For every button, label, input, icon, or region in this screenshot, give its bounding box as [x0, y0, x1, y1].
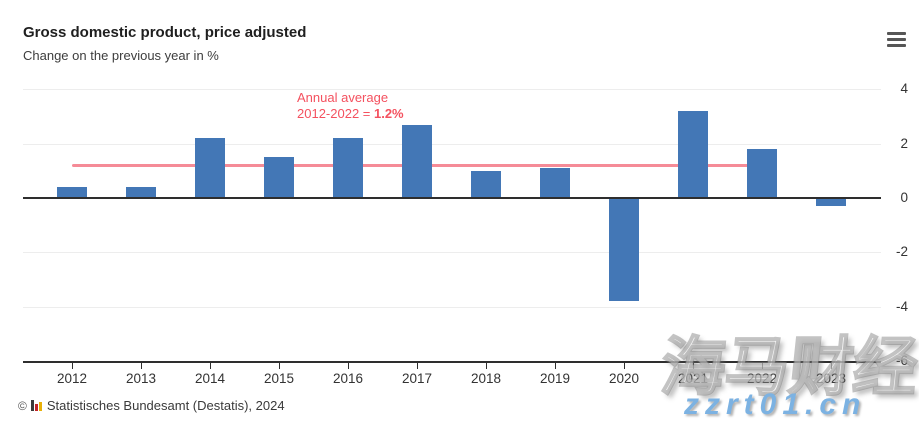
- x-axis-label: 2016: [332, 371, 364, 386]
- gridline: [23, 144, 881, 145]
- zero-line: [23, 197, 881, 199]
- y-axis-label: -4: [895, 299, 908, 314]
- bar-2017[interactable]: [402, 125, 432, 198]
- x-axis-label: 2012: [56, 371, 88, 386]
- y-axis-label: 4: [900, 81, 908, 96]
- gridline: [23, 307, 881, 308]
- hamburger-menu-icon[interactable]: [887, 32, 906, 47]
- x-axis-label: 2020: [608, 371, 640, 386]
- source-text: Statistisches Bundesamt (Destatis), 2024: [46, 398, 285, 413]
- x-axis-tick: [486, 363, 487, 369]
- y-axis-label: -2: [895, 244, 908, 259]
- average-annotation-line1: Annual average: [297, 90, 389, 105]
- x-axis-line: [23, 361, 881, 363]
- bar-2013[interactable]: [126, 187, 156, 198]
- y-axis-label: 0: [900, 190, 908, 205]
- source-footer: © Statistisches Bundesamt (Destatis), 20…: [18, 398, 285, 413]
- bar-2019[interactable]: [540, 168, 570, 198]
- x-axis-tick: [348, 363, 349, 369]
- gridline: [23, 252, 881, 253]
- logo-bar-black: [30, 400, 34, 411]
- chart-title: Gross domestic product, price adjusted: [23, 24, 307, 41]
- x-axis-label: 2018: [470, 371, 502, 386]
- x-axis-label: 2015: [263, 371, 295, 386]
- menu-bar: [887, 38, 906, 41]
- x-axis-tick: [72, 363, 73, 369]
- y-axis-label: 2: [900, 136, 908, 151]
- x-axis-label: 2017: [401, 371, 433, 386]
- destatis-bars-logo-icon: [30, 400, 42, 411]
- average-annotation: Annual average 2012-2022 = 1.2%: [297, 90, 404, 122]
- copyright-symbol: ©: [18, 398, 27, 413]
- average-annotation-line2: 2012-2022 = 1.2%: [297, 106, 404, 121]
- x-axis-tick: [831, 363, 832, 369]
- bar-2022[interactable]: [747, 149, 777, 198]
- gridline: [23, 89, 881, 90]
- menu-bar: [887, 32, 906, 35]
- x-axis-label: 2022: [746, 371, 778, 386]
- x-axis-tick: [555, 363, 556, 369]
- bar-2015[interactable]: [264, 157, 294, 198]
- x-axis-label: 2013: [125, 371, 157, 386]
- bar-2023[interactable]: [816, 198, 846, 206]
- x-axis-tick: [210, 363, 211, 369]
- y-axis-label: -6: [895, 353, 908, 368]
- x-axis-tick: [693, 363, 694, 369]
- bar-2016[interactable]: [333, 138, 363, 198]
- x-axis-label: 2021: [677, 371, 709, 386]
- x-axis-tick: [624, 363, 625, 369]
- logo-bar-red: [34, 404, 38, 411]
- x-axis-tick: [279, 363, 280, 369]
- bar-2021[interactable]: [678, 111, 708, 198]
- bar-2020[interactable]: [609, 198, 639, 301]
- menu-bar: [887, 44, 906, 47]
- x-axis-tick: [762, 363, 763, 369]
- chart-subtitle: Change on the previous year in %: [23, 48, 219, 63]
- x-axis-label: 2023: [815, 371, 847, 386]
- x-axis-label: 2014: [194, 371, 226, 386]
- bar-2014[interactable]: [195, 138, 225, 198]
- x-axis-label: 2019: [539, 371, 571, 386]
- x-axis-tick: [417, 363, 418, 369]
- logo-bar-gold: [38, 402, 42, 411]
- bar-2018[interactable]: [471, 171, 501, 198]
- average-value: 1.2%: [373, 106, 404, 121]
- bar-2012[interactable]: [57, 187, 87, 198]
- x-axis-tick: [141, 363, 142, 369]
